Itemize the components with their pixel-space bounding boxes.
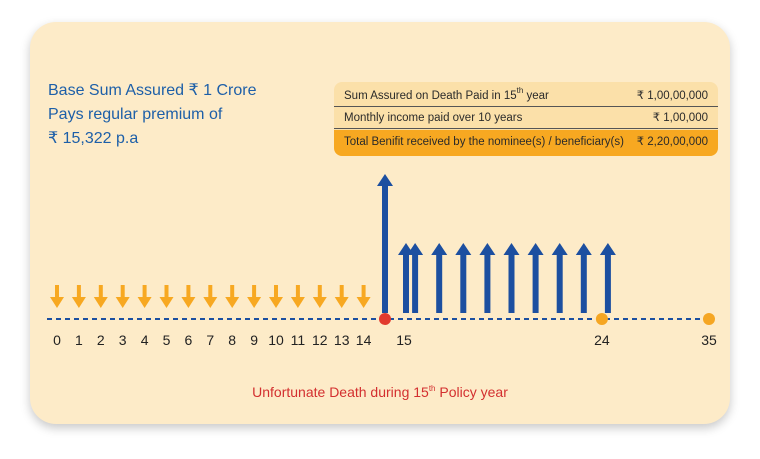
year-label: 14 [356,332,372,348]
benefit-row-monthly-income: Monthly income paid over 10 years ₹ 1,00… [334,108,718,129]
year-label: 2 [97,332,105,348]
year-label: 11 [291,332,306,348]
year-label: 5 [163,332,171,348]
premium-arrow [203,285,218,308]
monthly-income-arrow [599,243,616,313]
benefit-value: ₹ 1,00,00,000 [636,90,708,102]
year-label: 8 [228,332,236,348]
benefit-row-total: Total Benifit received by the nominee(s)… [334,130,718,156]
income-end-marker [595,313,608,325]
year-label: 7 [206,332,214,348]
premium-arrow [312,285,327,308]
year-label: 1 [75,332,83,348]
premium-arrow [137,285,152,308]
monthly-income-arrow [431,243,448,313]
premium-arrow [290,285,305,308]
monthly-income-arrow [575,243,592,313]
year-label: 12 [312,332,328,348]
premium-arrow [50,285,64,308]
premium-arrow [269,285,283,308]
premium-arrow [115,285,130,308]
year-label: 9 [250,332,258,348]
benefit-row-sum-assured: Sum Assured on Death Paid in 15th year ₹… [334,86,718,107]
monthly-income-arrow [407,243,424,313]
year-label: 0 [53,332,61,348]
sum-assured-arrow [377,174,393,313]
premium-arrow [334,285,349,308]
year-label: 24 [594,332,610,348]
policy-end-marker [703,313,715,325]
year-label: 10 [268,332,284,348]
year-label: 15 [396,332,412,348]
premium-arrow [181,285,196,308]
death-marker [379,313,391,325]
premium-arrow [225,285,240,308]
year-label: 6 [185,332,193,348]
benefit-value: ₹ 2,20,00,000 [636,136,708,148]
premium-arrow [247,285,262,308]
premium-arrow [356,285,371,308]
year-label: 3 [119,332,127,348]
benefit-label: Monthly income paid over 10 years [344,112,523,124]
premium-text: Pays regular premium of [48,106,223,123]
year-label: 35 [701,332,717,348]
benefit-label: Sum Assured on Death Paid in 15th year [344,86,549,103]
premium-arrow [159,285,174,308]
year-label: 13 [334,332,350,348]
benefit-label: Total Benifit received by the nominee(s)… [344,136,624,148]
premium-amount-text: ₹ 15,322 p.a [48,130,139,147]
premium-arrow [93,285,108,308]
policy-summary: Base Sum Assured ₹ 1 Crore Pays regular … [48,79,257,151]
base-sum-assured-text: Base Sum Assured ₹ 1 Crore [48,82,257,99]
monthly-income-arrow [551,243,568,313]
monthly-income-arrow [503,243,520,313]
year-label: 4 [141,332,149,348]
benefits-table: Sum Assured on Death Paid in 15th year ₹… [334,82,718,156]
death-caption: Unfortunate Death during 15th Policy yea… [252,384,508,400]
premium-arrow [71,285,86,308]
monthly-income-arrow [479,243,496,313]
benefit-value: ₹ 1,00,000 [652,112,708,124]
monthly-income-arrow [455,243,472,313]
monthly-income-arrow [527,243,544,313]
